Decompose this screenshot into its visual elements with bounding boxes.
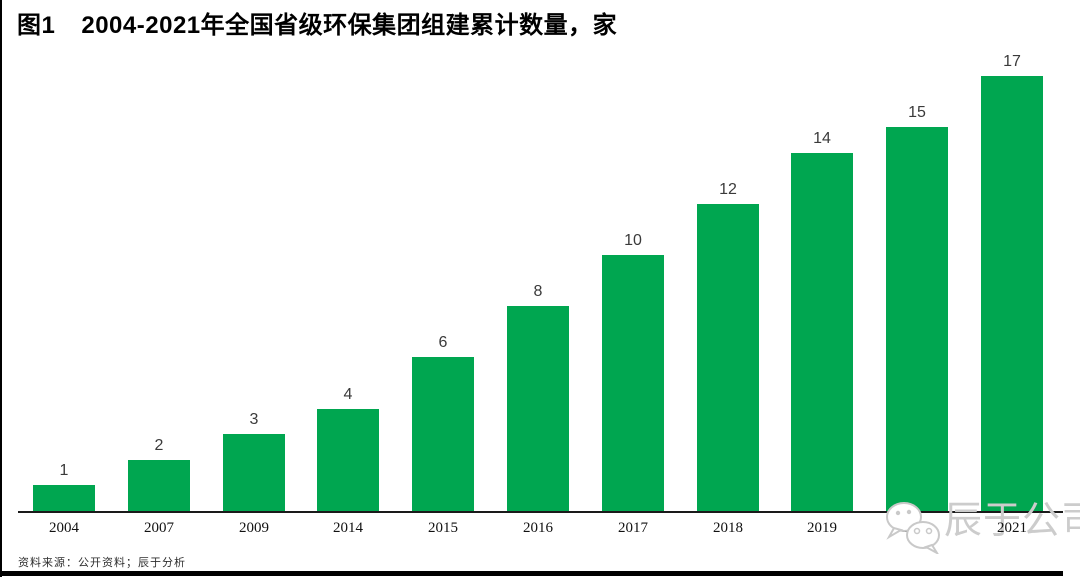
bar (697, 204, 759, 511)
figure-label: 图1 (17, 12, 56, 39)
watermark-text: 辰于公司 (944, 500, 1080, 542)
bar (317, 409, 379, 511)
bar-value-label: 12 (719, 181, 737, 198)
x-tick-label: 2004 (49, 520, 79, 536)
bar (33, 485, 95, 511)
bar (223, 434, 285, 511)
bar-value-label: 17 (1003, 53, 1021, 70)
chart-title: 图1 2004-2021年全国省级环保集团组建累计数量，家 (17, 10, 617, 41)
bar-value-label: 2 (154, 437, 164, 454)
bar (886, 127, 948, 511)
page-left-border (0, 0, 2, 577)
bar-value-label: 4 (343, 386, 353, 403)
bar (412, 357, 474, 511)
x-tick-label: 2014 (333, 520, 363, 536)
bar-value-label: 14 (813, 130, 831, 147)
bar (128, 460, 190, 511)
x-tick-label: 2018 (713, 520, 743, 536)
x-tick-label: 2021 (997, 520, 1027, 536)
bar-value-label: 3 (249, 411, 259, 428)
bar-value-label: 10 (624, 232, 642, 249)
bar (602, 255, 664, 511)
title-text: 2004-2021年全国省级环保集团组建累计数量，家 (81, 12, 618, 39)
bar-value-label: 15 (908, 104, 926, 121)
x-tick-label: 2019 (807, 520, 837, 536)
bar (507, 306, 569, 511)
bar (981, 76, 1043, 511)
x-tick-label: 2007 (144, 520, 174, 536)
x-tick-label: 2016 (523, 520, 553, 536)
bar-value-label: 8 (533, 283, 543, 300)
bar (791, 153, 853, 511)
x-tick-label: 2009 (239, 520, 269, 536)
x-tick-label: 2015 (428, 520, 458, 536)
wechat-icon (880, 498, 946, 559)
x-axis-line (18, 511, 1063, 513)
bar-value-label: 1 (59, 462, 69, 479)
source-note: 资料来源：公开资料；辰于分析 (18, 557, 186, 569)
page-bottom-border (0, 571, 1063, 576)
bar-value-label: 6 (438, 334, 448, 351)
x-tick-label: 2017 (618, 520, 648, 536)
